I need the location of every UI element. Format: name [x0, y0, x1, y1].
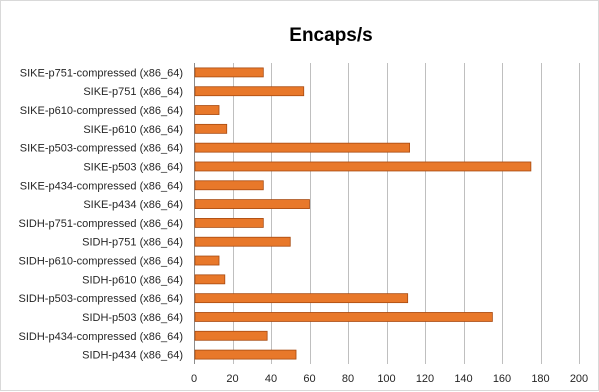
category-label: SIKE-p751 (x86_64)	[83, 86, 183, 98]
x-tick-label: 100	[377, 373, 395, 385]
category-label: SIKE-p751-compressed (x86_64)	[20, 67, 183, 79]
chart-title: Encaps/s	[289, 25, 372, 46]
category-label: SIDH-p434 (x86_64)	[82, 350, 183, 362]
bar	[194, 142, 411, 153]
category-label: SIKE-p434 (x86_64)	[83, 199, 183, 211]
x-tick-label: 180	[531, 373, 549, 385]
bar	[194, 67, 264, 78]
bar	[194, 349, 297, 360]
bar	[194, 274, 226, 285]
category-label: SIDH-p610-compressed (x86_64)	[19, 256, 183, 268]
bar	[194, 180, 264, 191]
category-label: SIDH-p751 (x86_64)	[82, 237, 183, 249]
bars	[194, 67, 532, 360]
category-label: SIKE-p503-compressed (x86_64)	[20, 143, 183, 155]
bar	[194, 218, 264, 228]
category-label: SIDH-p503 (x86_64)	[82, 312, 183, 324]
x-tick-label: 40	[265, 373, 277, 385]
x-tick-label: 20	[226, 373, 238, 385]
category-label: SIDH-p751-compressed (x86_64)	[19, 218, 183, 230]
x-tick-label: 120	[416, 373, 434, 385]
bar	[194, 236, 291, 247]
x-tick-label: 60	[303, 373, 315, 385]
bar	[194, 255, 220, 266]
bar	[194, 199, 310, 209]
category-label: SIKE-p610 (x86_64)	[83, 124, 183, 136]
x-tick-labels: 0 20 40 60 80 100 120 140 160 180 200	[191, 373, 588, 385]
bar	[194, 330, 268, 341]
x-tick-label: 80	[342, 373, 354, 385]
category-label: SIDH-p610 (x86_64)	[82, 274, 183, 286]
category-label: SIDH-p434-compressed (x86_64)	[19, 331, 183, 343]
bar	[194, 293, 409, 304]
x-tick-label: 140	[454, 373, 472, 385]
bar	[194, 86, 305, 97]
category-label: SIDH-p503-compressed (x86_64)	[19, 293, 183, 305]
category-label: SIKE-p434-compressed (x86_64)	[20, 180, 183, 192]
category-labels: SIKE-p751-compressed (x86_64) SIKE-p751 (…	[19, 67, 183, 361]
bar	[194, 161, 532, 172]
x-tick-label: 200	[570, 373, 588, 385]
bar	[194, 312, 493, 322]
category-label: SIKE-p503 (x86_64)	[83, 161, 183, 173]
bar	[194, 105, 220, 115]
x-tick-label: 0	[191, 373, 197, 385]
x-tick-label: 160	[493, 373, 511, 385]
category-label: SIKE-p610-compressed (x86_64)	[20, 105, 183, 117]
bar	[194, 123, 228, 134]
gridlines	[194, 63, 580, 364]
